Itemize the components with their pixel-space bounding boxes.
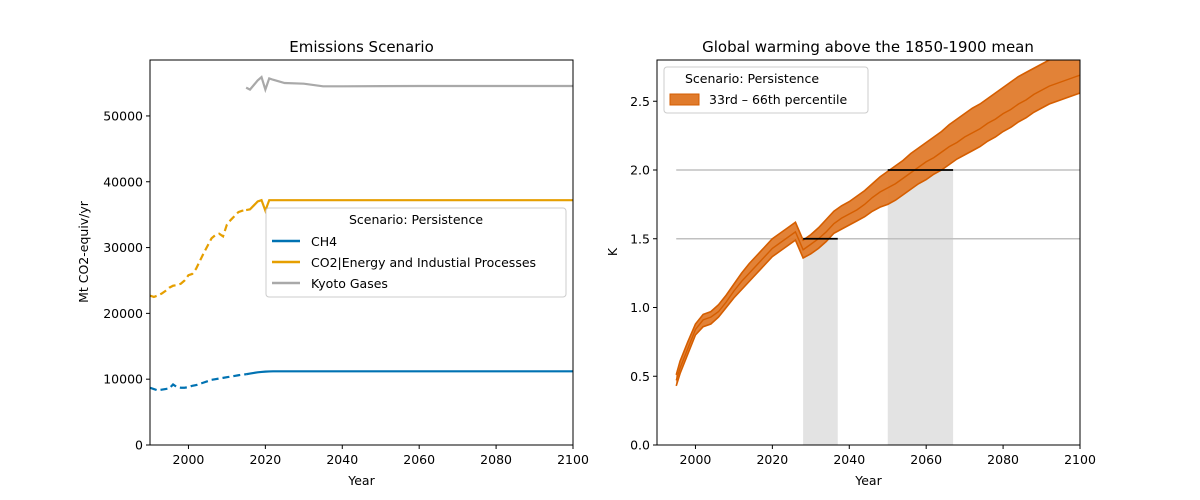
warming-y-axis: 0.0 0.5 1.0 1.5 2.0 2.5 (630, 94, 657, 453)
emissions-x-tick-label-2040: 2040 (326, 452, 358, 467)
emissions-y-axis-title: Mt CO2-equiv/yr (76, 200, 91, 303)
warming-y-tick-label-3: 1.5 (630, 231, 650, 246)
series-co2-projection-line (245, 198, 573, 214)
emissions-x-tick-label-2060: 2060 (403, 452, 435, 467)
emissions-x-tick-label-2080: 2080 (480, 452, 512, 467)
emissions-legend: Scenario: Persistence CH4 CO2|Energy and… (265, 207, 567, 298)
warming-y-tick-label-5: 2.5 (630, 94, 650, 109)
warming-y-tick-label-2: 1.0 (630, 300, 650, 315)
emissions-y-tick-label-5: 50000 (103, 108, 143, 123)
emissions-legend-title: Scenario: Persistence (349, 212, 483, 227)
percentile-band (676, 60, 1080, 386)
crossing-span-0 (803, 238, 838, 445)
emissions-x-tick-label-2000: 2000 (173, 452, 205, 467)
percentile-band-median-line (675, 74, 1080, 381)
warming-legend-box (663, 66, 869, 114)
emissions-x-axis-title: Year (347, 473, 375, 488)
crossing-span-1 (887, 170, 954, 445)
warming-x-tick-label-2060: 2060 (910, 452, 942, 467)
warming-panel: Global warming above the 1850-1900 mean … (605, 38, 1096, 488)
emissions-y-axis: 0 10000 20000 30000 40000 50000 (103, 108, 150, 453)
emissions-chart-title: Emissions Scenario (289, 38, 434, 56)
legend-label-ch4: CH4 (311, 234, 337, 249)
legend-swatch-percentile-band (669, 93, 700, 106)
emissions-y-tick-label-4: 40000 (103, 174, 143, 189)
warming-plot-area (675, 60, 1080, 445)
percentile-band-lower-edge (675, 92, 1080, 387)
series-co2-historical-line (149, 208, 247, 299)
emissions-y-tick-label-1: 10000 (103, 372, 143, 387)
warming-y-axis-title: K (605, 247, 620, 256)
legend-label-percentile-band: 33rd – 66th percentile (709, 92, 847, 107)
series-ch4-historical-line (149, 373, 247, 392)
emissions-y-tick-label-2: 20000 (103, 306, 143, 321)
warming-y-tick-label-4: 2.0 (630, 163, 650, 178)
legend-label-kyoto: Kyoto Gases (311, 276, 388, 291)
emissions-legend-box (265, 207, 567, 298)
emissions-x-axis: 2000 2020 2040 2060 2080 2100 (173, 445, 589, 467)
warming-y-tick-label-1: 0.5 (630, 369, 650, 384)
emissions-x-tick-label-2100: 2100 (557, 452, 589, 467)
warming-legend: Scenario: Persistence 33rd – 66th percen… (663, 66, 869, 114)
warming-y-tick-label-0: 0.0 (630, 438, 650, 453)
warming-x-tick-label-2020: 2020 (756, 452, 788, 467)
warming-x-tick-label-2000: 2000 (680, 452, 712, 467)
warming-x-tick-label-2080: 2080 (987, 452, 1019, 467)
warming-x-tick-label-2100: 2100 (1064, 452, 1096, 467)
series-kyoto-projection-line (245, 75, 573, 94)
warming-x-tick-label-2040: 2040 (833, 452, 865, 467)
warming-chart-title: Global warming above the 1850-1900 mean (702, 38, 1034, 56)
emissions-panel: Emissions Scenario 2000 2020 2040 2060 2080 2… (76, 38, 589, 488)
legend-label-co2: CO2|Energy and Industial Processes (311, 255, 536, 270)
warming-legend-title: Scenario: Persistence (685, 71, 819, 86)
warming-x-axis-title: Year (854, 473, 882, 488)
percentile-band-upper-edge (675, 60, 1052, 376)
emissions-x-tick-label-2020: 2020 (249, 452, 281, 467)
emissions-y-tick-label-0: 0 (135, 438, 143, 453)
emissions-y-tick-label-3: 30000 (103, 240, 143, 255)
series-ch4-projection-line (245, 370, 573, 376)
emissions-axes-frame (149, 59, 574, 446)
warming-axes-frame (656, 59, 1081, 446)
emissions-plot-area (149, 75, 573, 392)
warming-x-axis: 2000 2020 2040 2060 2080 2100 (680, 445, 1096, 467)
